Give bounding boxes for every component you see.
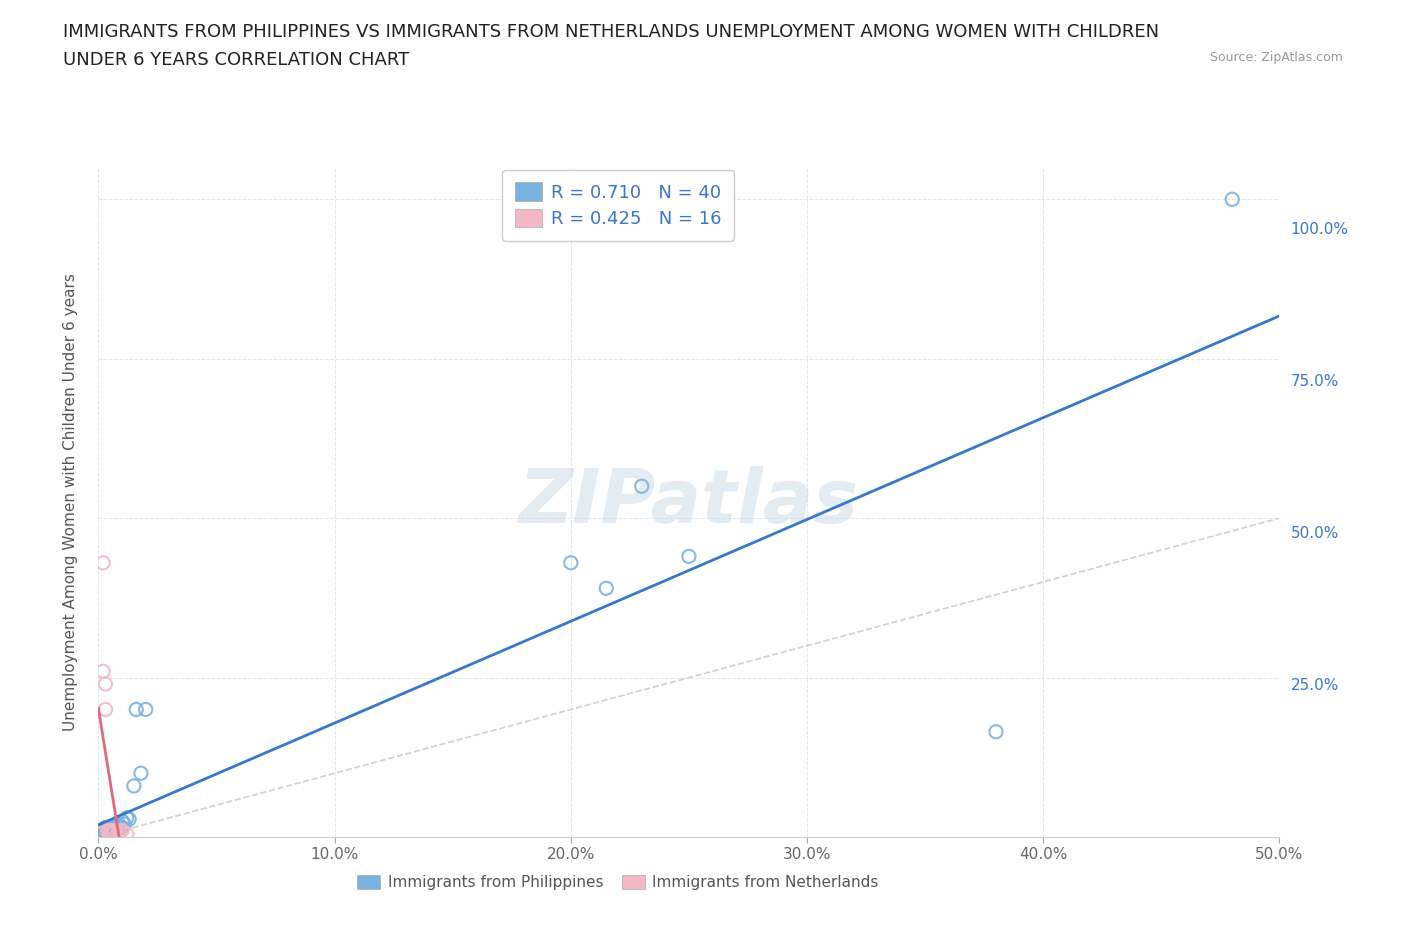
Point [108, 825, 131, 840]
Point [94, 823, 117, 838]
Point [91, 825, 114, 840]
Point [97, 823, 120, 838]
Point [97, 827, 120, 842]
Point [129, 765, 152, 780]
Point [98, 827, 121, 842]
Point [118, 812, 141, 827]
Point [115, 810, 138, 825]
Text: 100.0%: 100.0% [1291, 222, 1348, 237]
Point [98, 820, 121, 835]
Point [560, 555, 582, 570]
Point [678, 549, 700, 564]
Point [101, 825, 124, 840]
Point [101, 823, 124, 838]
Point [111, 814, 134, 829]
Text: UNDER 6 YEARS CORRELATION CHART: UNDER 6 YEARS CORRELATION CHART [63, 51, 409, 69]
Point [101, 822, 124, 837]
Point [90, 827, 112, 842]
Point [91, 827, 114, 842]
Y-axis label: Unemployment Among Women with Children Under 6 years: Unemployment Among Women with Children U… [63, 273, 77, 731]
Point [97, 825, 120, 840]
Point [97, 825, 120, 840]
Point [91, 664, 114, 679]
Point [112, 817, 135, 831]
Point [630, 479, 652, 494]
Text: 25.0%: 25.0% [1291, 678, 1339, 693]
Point [105, 818, 128, 833]
Point [135, 702, 157, 717]
Point [105, 827, 128, 842]
Text: 75.0%: 75.0% [1291, 374, 1339, 389]
Point [94, 702, 117, 717]
Point [94, 820, 117, 835]
Point [125, 702, 148, 717]
Point [98, 823, 121, 838]
Point [91, 822, 114, 837]
Point [108, 818, 131, 833]
Text: 50.0%: 50.0% [1291, 525, 1339, 541]
Point [111, 820, 134, 835]
Text: IMMIGRANTS FROM PHILIPPINES VS IMMIGRANTS FROM NETHERLANDS UNEMPLOYMENT AMONG WO: IMMIGRANTS FROM PHILIPPINES VS IMMIGRANT… [63, 23, 1160, 41]
Point [91, 823, 114, 838]
Point [101, 825, 124, 840]
Point [101, 827, 124, 842]
Point [104, 823, 127, 838]
Point [90, 825, 112, 840]
Point [1220, 192, 1243, 206]
Point [97, 823, 120, 838]
Point [105, 817, 128, 831]
Point [90, 823, 112, 838]
Point [98, 825, 121, 840]
Point [94, 827, 117, 842]
Point [984, 724, 1007, 739]
Point [90, 827, 112, 842]
Point [122, 778, 145, 793]
Point [595, 581, 617, 596]
Point [94, 676, 117, 691]
Point [98, 823, 121, 838]
Point [94, 825, 117, 840]
Point [115, 827, 138, 842]
Point [111, 823, 134, 838]
Point [104, 820, 127, 835]
Point [104, 823, 127, 838]
Text: Source: ZipAtlas.com: Source: ZipAtlas.com [1209, 51, 1343, 64]
Legend: Immigrants from Philippines, Immigrants from Netherlands: Immigrants from Philippines, Immigrants … [352, 869, 884, 897]
Point [91, 555, 114, 570]
Text: ZIPatlas: ZIPatlas [519, 466, 859, 538]
